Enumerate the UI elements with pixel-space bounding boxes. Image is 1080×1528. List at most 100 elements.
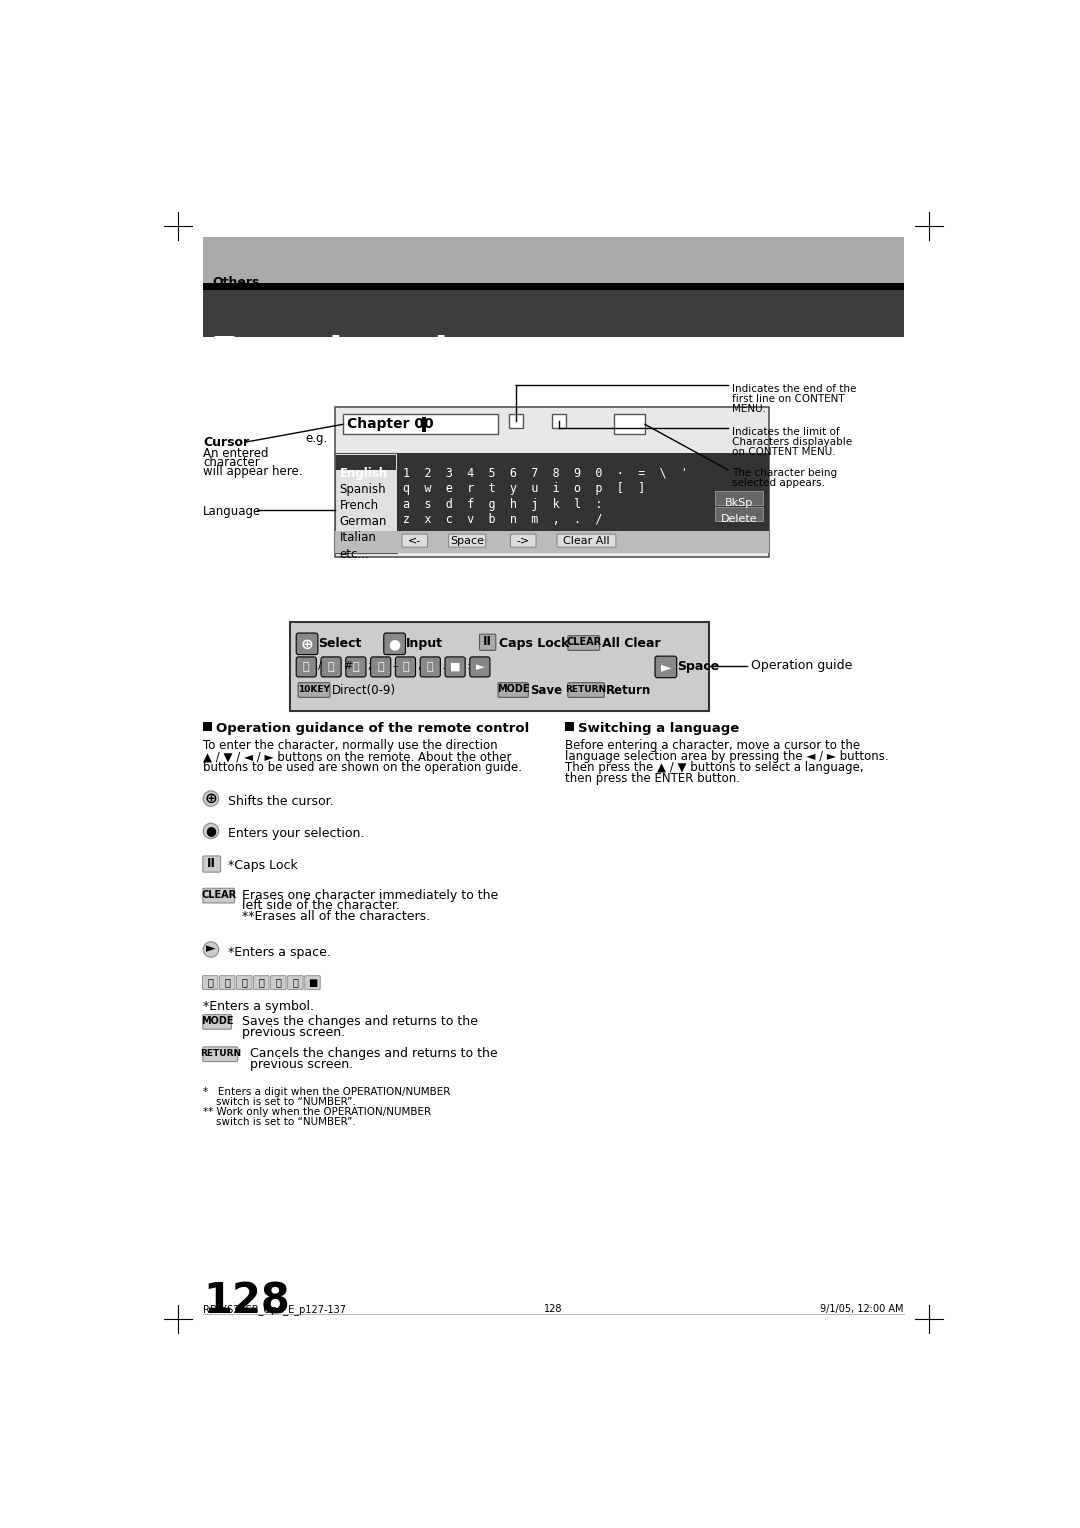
Bar — [613, 414, 645, 434]
Text: French: French — [339, 500, 379, 512]
Text: Operation guide: Operation guide — [751, 659, 852, 672]
Text: 128: 128 — [203, 1280, 291, 1323]
Text: All Clear: All Clear — [602, 637, 660, 649]
Text: II: II — [483, 636, 492, 648]
Text: ▲ / ▼ / ◄ / ► buttons on the remote. About the other: ▲ / ▼ / ◄ / ► buttons on the remote. Abo… — [203, 750, 512, 762]
FancyBboxPatch shape — [203, 888, 234, 903]
FancyBboxPatch shape — [395, 657, 416, 677]
Bar — [203, 284, 904, 290]
Text: ;: ; — [367, 662, 372, 671]
Text: then press the ENTER button.: then press the ENTER button. — [565, 772, 740, 785]
Text: ⏪: ⏪ — [241, 978, 247, 987]
Text: language selection area by pressing the ◄ / ► buttons.: language selection area by pressing the … — [565, 750, 889, 762]
Text: previous screen.: previous screen. — [242, 1025, 346, 1039]
FancyBboxPatch shape — [296, 633, 318, 654]
Text: ■: ■ — [308, 978, 318, 987]
Text: –: – — [392, 662, 397, 671]
Text: Others: Others — [213, 275, 260, 289]
Text: Space: Space — [677, 660, 719, 672]
Text: Cursor: Cursor — [203, 435, 249, 449]
Text: The character being: The character being — [732, 468, 837, 478]
Text: Input: Input — [405, 637, 443, 649]
Text: Space: Space — [450, 536, 484, 545]
Bar — [291, 622, 708, 711]
FancyBboxPatch shape — [271, 976, 286, 990]
Text: a  s  d  f  g  h  j  k  l  :: a s d f g h j k l : — [403, 498, 603, 510]
Bar — [335, 406, 769, 556]
FancyBboxPatch shape — [445, 657, 465, 677]
Text: previous screen.: previous screen. — [249, 1057, 353, 1071]
FancyBboxPatch shape — [237, 976, 252, 990]
Bar — [565, 723, 573, 730]
Text: MENU.: MENU. — [732, 403, 766, 414]
Text: To enter the character, normally use the direction: To enter the character, normally use the… — [203, 740, 498, 752]
Bar — [552, 414, 566, 428]
Text: e.g.: e.g. — [306, 432, 327, 445]
FancyBboxPatch shape — [557, 535, 616, 547]
Text: Clear All: Clear All — [563, 536, 610, 545]
Text: first line on CONTENT: first line on CONTENT — [732, 394, 845, 403]
Text: ►: ► — [206, 943, 216, 955]
Text: CLEAR: CLEAR — [566, 637, 602, 648]
FancyBboxPatch shape — [203, 1015, 231, 1030]
FancyBboxPatch shape — [254, 976, 269, 990]
Text: Save: Save — [530, 685, 563, 697]
Text: etc...: etc... — [339, 547, 369, 561]
Text: *Enters a symbol.: *Enters a symbol. — [203, 999, 314, 1013]
Text: *   Enters a digit when the OPERATION/NUMBER: * Enters a digit when the OPERATION/NUMB… — [203, 1088, 450, 1097]
Text: switch is set to “NUMBER”.: switch is set to “NUMBER”. — [203, 1097, 356, 1108]
Text: *Caps Lock: *Caps Lock — [228, 859, 298, 872]
FancyBboxPatch shape — [202, 976, 218, 990]
Bar — [715, 507, 762, 521]
Text: Language: Language — [203, 506, 261, 518]
Text: Indicates the limit of: Indicates the limit of — [732, 426, 839, 437]
Text: z  x  c  v  b  n  m  ,  .  /: z x c v b n m , . / — [403, 513, 603, 526]
Text: ⏮: ⏮ — [207, 978, 213, 987]
Text: 9/1/05, 12:00 AM: 9/1/05, 12:00 AM — [821, 1305, 904, 1314]
Bar — [342, 414, 498, 434]
Text: Entering characters: Entering characters — [211, 335, 644, 373]
Text: **Erases all of the characters.: **Erases all of the characters. — [242, 911, 430, 923]
Text: Then press the ▲ / ▼ buttons to select a language,: Then press the ▲ / ▼ buttons to select a… — [565, 761, 864, 773]
Text: /: / — [318, 662, 322, 671]
Text: q  w  e  r  t  y  u  i  o  p  [  ]: q w e r t y u i o p [ ] — [403, 483, 646, 495]
Text: RD-XS24SB_Ope_E_p127-137: RD-XS24SB_Ope_E_p127-137 — [203, 1305, 347, 1316]
Text: ■: ■ — [450, 662, 460, 672]
Text: Operation guidance of the remote control: Operation guidance of the remote control — [216, 723, 529, 735]
FancyBboxPatch shape — [346, 657, 366, 677]
Text: Caps Lock: Caps Lock — [499, 637, 569, 649]
FancyBboxPatch shape — [370, 657, 391, 677]
Text: Direct(0-9): Direct(0-9) — [332, 685, 396, 697]
Text: *Enters a space.: *Enters a space. — [228, 946, 330, 958]
Text: ->: -> — [516, 536, 530, 545]
Text: 10KEY: 10KEY — [298, 685, 330, 694]
Text: Select: Select — [318, 637, 362, 649]
Circle shape — [203, 792, 218, 807]
Text: 128: 128 — [544, 1305, 563, 1314]
Text: ⏩: ⏩ — [377, 662, 384, 672]
Bar — [335, 532, 769, 553]
FancyBboxPatch shape — [448, 535, 486, 547]
Text: CLEAR: CLEAR — [201, 889, 237, 900]
Text: ⏮: ⏮ — [303, 662, 310, 672]
Bar — [397, 452, 769, 532]
Text: An entered: An entered — [203, 446, 269, 460]
Text: ►: ► — [661, 660, 671, 674]
Text: ,: , — [417, 662, 420, 671]
Text: 1  2  3  4  5  6  7  8  9  0  ·  =  \  ': 1 2 3 4 5 6 7 8 9 0 · = \ ' — [403, 466, 688, 480]
Text: Chapter 00: Chapter 00 — [348, 417, 434, 431]
Text: ⏪: ⏪ — [352, 662, 360, 672]
Text: character: character — [203, 455, 260, 469]
Text: <-: <- — [408, 536, 421, 545]
Bar — [422, 417, 426, 432]
Text: II: II — [207, 857, 216, 869]
Text: ⊕: ⊕ — [300, 636, 313, 651]
Text: ⊕: ⊕ — [204, 790, 217, 805]
FancyBboxPatch shape — [480, 634, 496, 651]
Text: .: . — [442, 662, 446, 671]
Text: buttons to be used are shown on the operation guide.: buttons to be used are shown on the oper… — [203, 761, 523, 773]
FancyBboxPatch shape — [498, 683, 528, 697]
Text: English: English — [339, 466, 388, 480]
Text: Indicates the end of the: Indicates the end of the — [732, 384, 856, 394]
Bar — [335, 452, 397, 553]
